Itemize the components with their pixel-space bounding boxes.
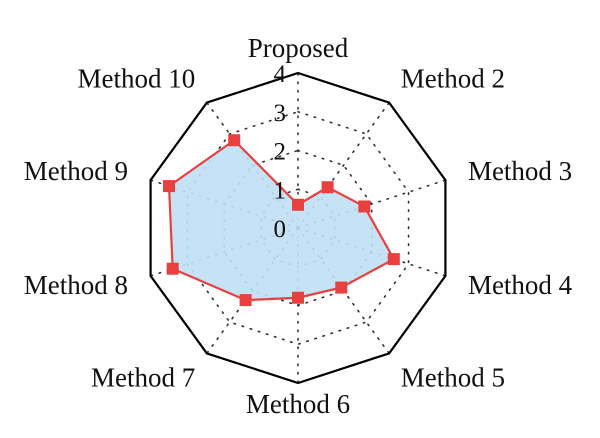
category-label-8: Method 8	[24, 270, 128, 300]
r-tick-label-1: 1	[274, 177, 287, 204]
data-point-8	[166, 262, 179, 275]
category-label-7: Method 7	[91, 363, 195, 393]
r-tick-label-4: 4	[274, 61, 287, 88]
category-label-4: Method 4	[468, 270, 573, 300]
data-point-9	[163, 180, 176, 193]
data-point-4	[387, 253, 400, 266]
r-tick-label-0: 0	[274, 216, 287, 243]
grid-ring-3	[186, 110, 410, 346]
label-layer: Proposed Method 2 Method 3 Method 4 Method 5…	[24, 33, 573, 419]
r-tick-label-3: 3	[274, 100, 287, 127]
category-label-3: Method 3	[468, 156, 572, 186]
data-point-1	[292, 198, 304, 211]
category-label-1: Proposed	[248, 33, 349, 63]
data-point-7	[239, 294, 252, 307]
data-point-5	[335, 281, 348, 294]
category-label-10: Method 10	[78, 63, 196, 93]
data-point-3	[358, 200, 371, 213]
tick-layer: 0 1 2 3 4	[274, 61, 287, 243]
r-tick-label-2: 2	[274, 139, 287, 166]
category-label-9: Method 9	[24, 156, 128, 186]
data-point-2	[321, 181, 334, 194]
category-label-5: Method 5	[401, 363, 505, 393]
outer-frame	[149, 71, 447, 385]
data-point-6	[292, 291, 304, 304]
data-point-10	[228, 134, 241, 147]
data-layer	[163, 134, 400, 307]
category-label-2: Method 2	[401, 63, 505, 93]
category-label-6: Method 6	[246, 389, 350, 419]
